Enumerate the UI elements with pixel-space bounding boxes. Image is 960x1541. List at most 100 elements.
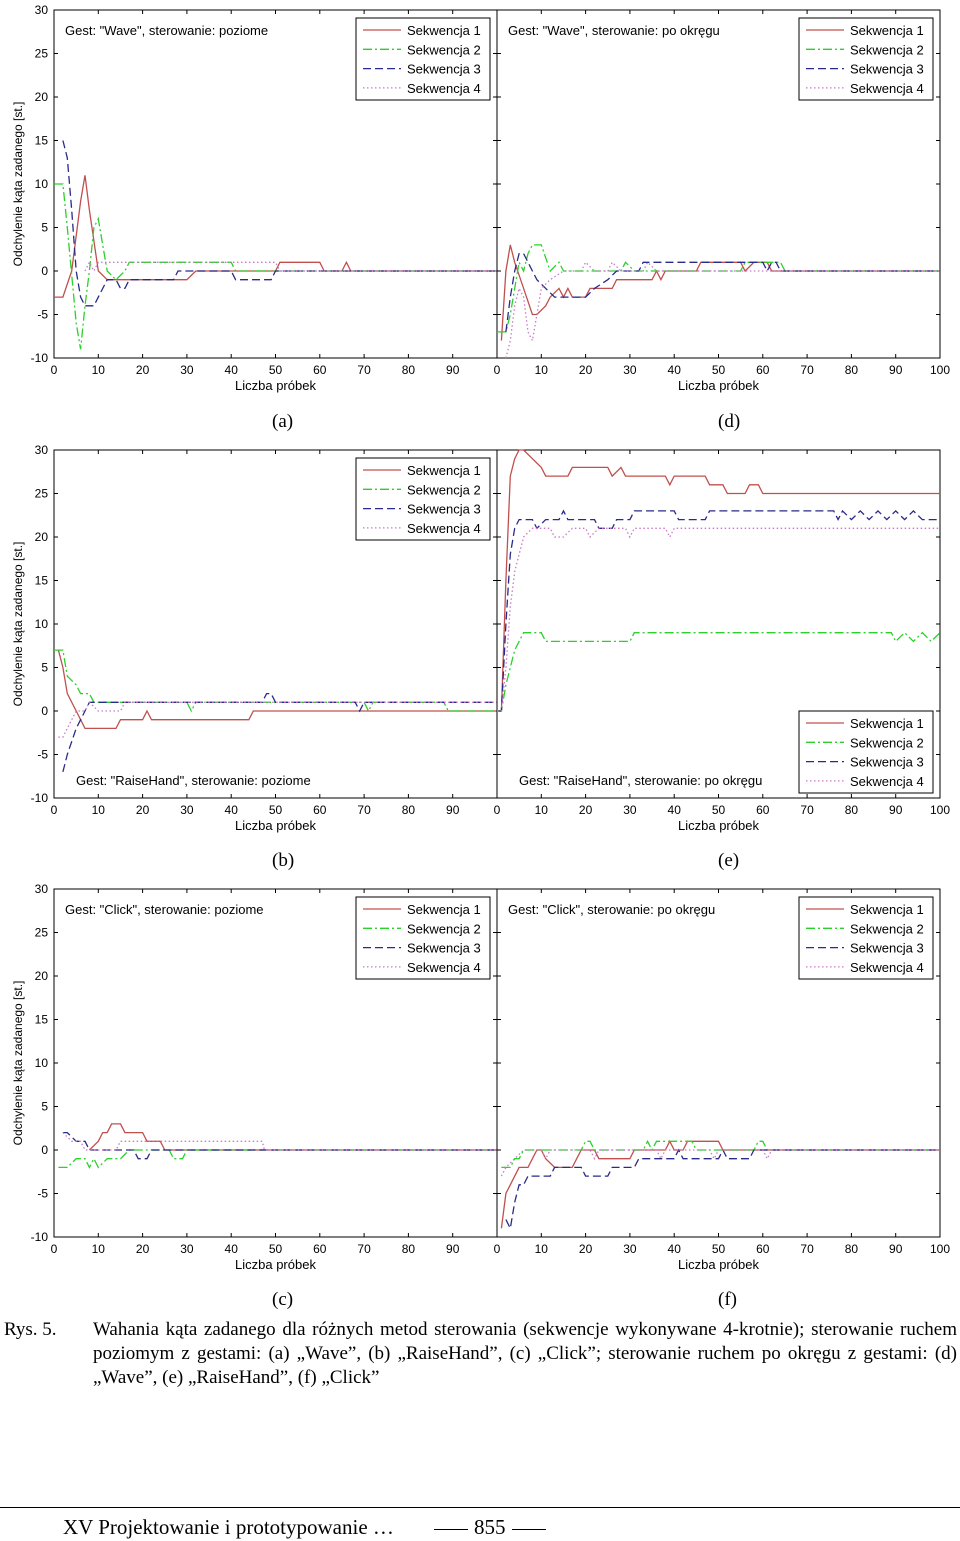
legend-label-3: Sekwencja 3 <box>850 941 924 956</box>
legend-label-3: Sekwencja 3 <box>850 62 924 77</box>
x-tick-label: 70 <box>357 803 371 817</box>
series-line-3 <box>62 140 497 307</box>
legend-label-2: Sekwencja 2 <box>850 42 924 57</box>
x-tick-label: 30 <box>180 1242 194 1256</box>
legend-label-1: Sekwencja 1 <box>850 23 924 38</box>
y-tick-label: -10 <box>31 351 49 365</box>
y-axis-label: Odchylenie kąta zadanego [st.] <box>11 102 25 267</box>
panel-b: 0 10 20 30 40 50 60 70 80 90 -10 -5 0 5 10 15 20 25 30 Licz… <box>11 443 498 833</box>
x-tick-label: 20 <box>579 1242 593 1256</box>
series-line-4 <box>505 261 940 359</box>
y-tick-label: 20 <box>35 530 49 544</box>
chart-title: Gest: "Click", sterowanie: po okręgu <box>508 902 715 917</box>
legend-box <box>798 896 934 980</box>
series-line-2 <box>54 183 497 350</box>
x-tick-label: 60 <box>313 1242 327 1256</box>
series-line-3 <box>62 1131 497 1160</box>
x-axis-label: Liczba próbek <box>235 378 316 393</box>
series-line-2 <box>497 631 941 712</box>
panel-f: 0 10 20 30 40 50 60 70 80 90 100 Liczba próbek Gest:… <box>494 888 950 1272</box>
series-line-3 <box>497 509 940 712</box>
x-tick-label: 10 <box>535 1242 549 1256</box>
legend: Sekwencja 1 Sekwencja 2 Sekwencja 3 Sekwenc… <box>798 710 934 794</box>
x-axis-label: Liczba próbek <box>678 818 759 833</box>
legend: Sekwencja 1 Sekwencja 2 Sekwencja 3 Sekwenc… <box>355 457 491 541</box>
y-tick-label: 0 <box>41 1143 48 1157</box>
x-tick-label: 0 <box>494 363 501 377</box>
x-tick-label: 70 <box>357 1242 371 1256</box>
x-tick-label: 80 <box>402 1242 416 1256</box>
legend-label-3: Sekwencja 3 <box>850 755 924 770</box>
x-axis-label: Liczba próbek <box>678 1257 759 1272</box>
x-tick-label: 90 <box>889 363 903 377</box>
y-tick-label: 25 <box>35 487 49 501</box>
x-tick-label: 40 <box>225 1242 239 1256</box>
x-tick-label: 80 <box>845 1242 859 1256</box>
y-tick-label: 15 <box>35 134 49 148</box>
y-tick-label: 15 <box>35 1013 49 1027</box>
y-tick-label: 5 <box>41 661 48 675</box>
panel-d: 0 10 20 30 40 50 60 70 80 90 100 Liczba próbek Gest:… <box>494 9 950 393</box>
legend-box <box>798 17 934 101</box>
legend-label-4: Sekwencja 4 <box>850 81 924 96</box>
footer-page-number: 855 <box>428 1515 552 1540</box>
x-tick-label: 100 <box>930 1242 950 1256</box>
legend: Sekwencja 1 Sekwencja 2 Sekwencja 3 Sekwenc… <box>355 896 491 980</box>
x-tick-label: 10 <box>92 363 106 377</box>
sub-label-d: (d) <box>718 411 741 432</box>
legend-box <box>355 457 491 541</box>
series-line-3 <box>505 1148 940 1231</box>
x-tick-label: 30 <box>180 803 194 817</box>
x-tick-label: 90 <box>446 363 460 377</box>
x-tick-label: 20 <box>136 1242 150 1256</box>
y-axis-label: Odchylenie kąta zadanego [st.] <box>11 542 25 707</box>
x-tick-label: 10 <box>535 803 549 817</box>
chart-title: Gest: "Wave", sterowanie: poziome <box>65 23 268 38</box>
x-tick-label: 30 <box>623 1242 637 1256</box>
x-tick-label: 20 <box>136 803 150 817</box>
legend-label-4: Sekwencja 4 <box>407 960 481 975</box>
x-tick-label: 90 <box>889 803 903 817</box>
y-tick-label: -10 <box>31 1230 49 1244</box>
y-tick-label: -5 <box>37 1187 48 1201</box>
legend-label-1: Sekwencja 1 <box>407 463 481 478</box>
chart-title: Gest: "RaiseHand", sterowanie: poziome <box>76 773 311 788</box>
legend-label-3: Sekwencja 3 <box>407 62 481 77</box>
x-tick-label: 0 <box>51 363 58 377</box>
x-tick-label: 80 <box>845 363 859 377</box>
x-tick-label: 60 <box>313 803 327 817</box>
y-tick-label: 30 <box>35 443 49 457</box>
x-tick-label: 40 <box>225 803 239 817</box>
x-tick-label: 20 <box>579 803 593 817</box>
x-tick-label: 40 <box>225 363 239 377</box>
x-tick-label: 30 <box>623 363 637 377</box>
sub-label-f: (f) <box>718 1289 737 1310</box>
x-tick-label: 60 <box>313 363 327 377</box>
x-tick-label: 40 <box>668 363 682 377</box>
x-tick-label: 100 <box>930 803 950 817</box>
x-tick-label: 20 <box>136 363 150 377</box>
series-line-2 <box>497 244 940 333</box>
chart-title: Gest: "RaiseHand", sterowanie: po okręgu <box>519 773 762 788</box>
x-tick-label: 60 <box>756 1242 770 1256</box>
x-tick-label: 0 <box>51 1242 58 1256</box>
legend-label-2: Sekwencja 2 <box>850 735 924 750</box>
legend-label-1: Sekwencja 1 <box>407 902 481 917</box>
y-tick-label: 15 <box>35 574 49 588</box>
caption-text: Wahania kąta zadanego dla różnych metod … <box>93 1319 957 1388</box>
y-tick-label: 0 <box>41 264 48 278</box>
y-tick-label: 5 <box>41 221 48 235</box>
y-tick-label: 25 <box>35 47 49 61</box>
series-line-1 <box>500 244 940 341</box>
legend-label-1: Sekwencja 1 <box>850 716 924 731</box>
x-axis-label: Liczba próbek <box>235 1257 316 1272</box>
x-tick-label: 40 <box>668 803 682 817</box>
x-tick-label: 30 <box>180 363 194 377</box>
series-line-1 <box>497 449 940 712</box>
series-line-1 <box>88 1123 497 1151</box>
x-tick-label: 30 <box>623 803 637 817</box>
y-tick-label: -10 <box>31 791 49 805</box>
legend-label-1: Sekwencja 1 <box>407 23 481 38</box>
caption-label: Rys. 5. <box>4 1319 57 1340</box>
y-tick-label: 5 <box>41 1100 48 1114</box>
